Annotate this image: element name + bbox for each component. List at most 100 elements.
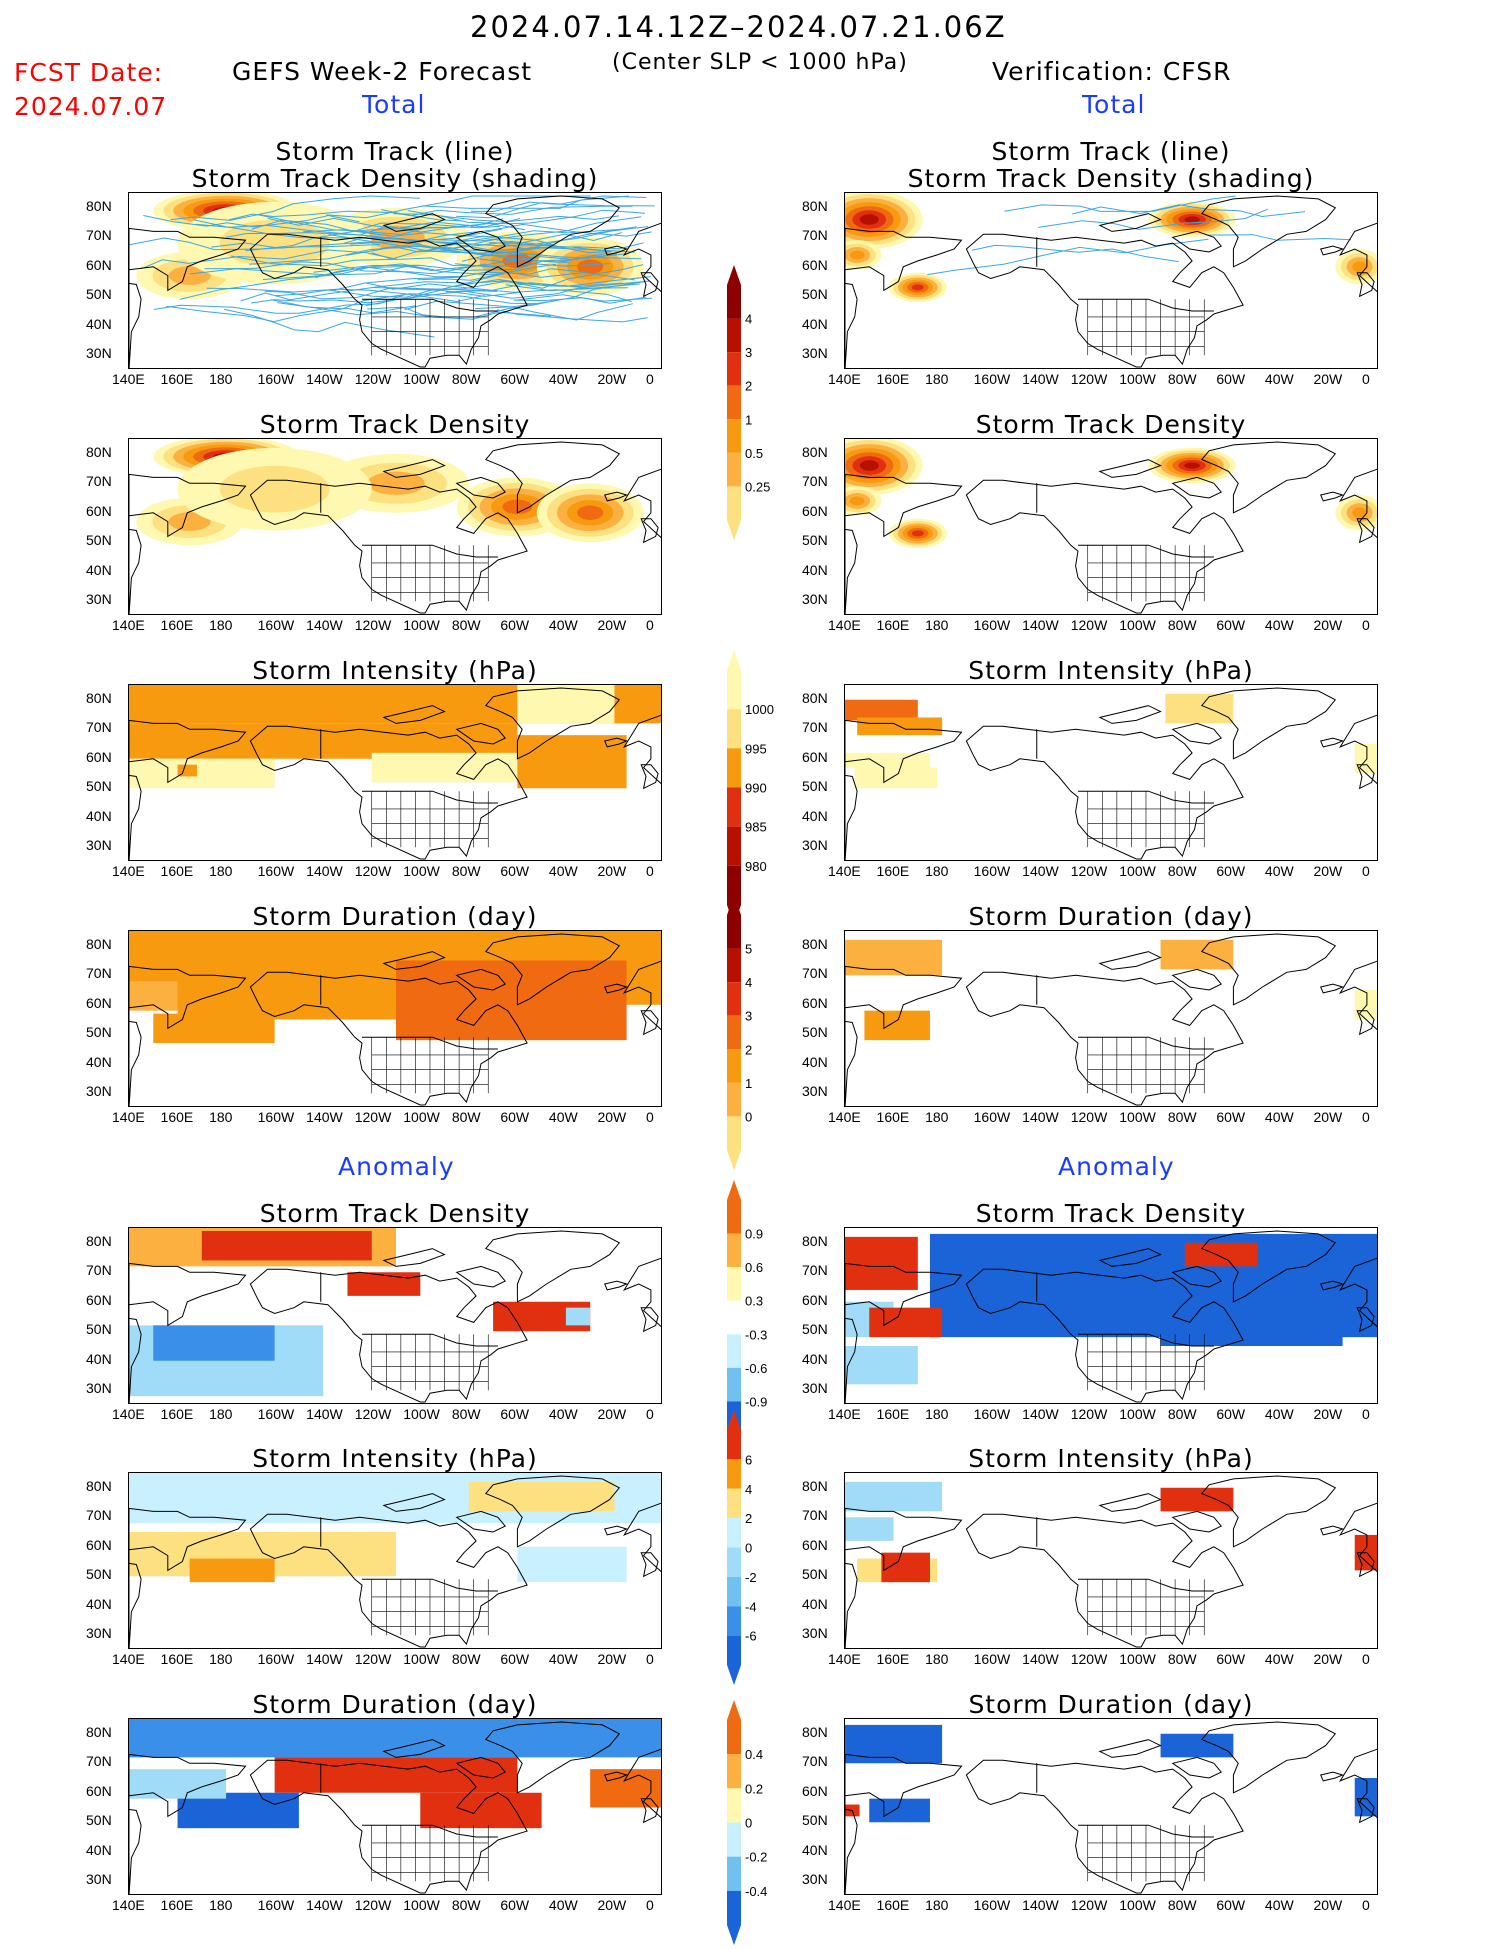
lon-label: 180 — [209, 1109, 233, 1125]
lon-label: 80W — [451, 1651, 481, 1667]
map-canvas — [845, 687, 1377, 860]
lon-label: 120W — [1070, 1406, 1108, 1422]
lon-label: 60W — [1216, 371, 1246, 387]
lat-label: 40N — [86, 807, 112, 824]
lat-label: 40N — [802, 1053, 828, 1070]
lat-label: 40N — [86, 315, 112, 332]
lon-label: 80W — [451, 1406, 481, 1422]
lon-label: 160W — [257, 863, 295, 879]
lon-label: 80W — [1167, 371, 1197, 387]
panel-title-density-cfsr: Storm Track Density — [975, 410, 1247, 439]
lon-label: 100W — [1119, 1109, 1156, 1125]
map-panel-duration-gefs — [128, 930, 662, 1107]
map-panel-dur_anom-cfsr — [844, 1718, 1378, 1895]
svg-text:980: 980 — [745, 859, 767, 874]
lon-label: 120W — [354, 1897, 392, 1913]
svg-text:2: 2 — [745, 1511, 752, 1526]
lon-label: 80W — [1167, 1651, 1197, 1667]
lon-label: 80W — [451, 371, 481, 387]
lat-label: 40N — [86, 561, 112, 578]
lat-label: 50N — [802, 1024, 828, 1041]
lon-label: 40W — [548, 1109, 578, 1125]
svg-text:0.9: 0.9 — [745, 1227, 763, 1242]
lat-label: 30N — [86, 1380, 112, 1397]
lon-label: 100W — [403, 1897, 440, 1913]
lon-label: 40W — [548, 1651, 578, 1667]
lon-label: 180 — [209, 617, 233, 633]
lon-label: 140W — [306, 617, 343, 633]
lon-label: 140E — [112, 371, 145, 387]
svg-text:-0.4: -0.4 — [745, 1884, 767, 1899]
lon-label: 100W — [403, 371, 440, 387]
lon-label: 40W — [1264, 1406, 1294, 1422]
lon-label: 140W — [1022, 1109, 1059, 1125]
lon-label: 0 — [1362, 371, 1370, 387]
svg-text:-0.3: -0.3 — [745, 1327, 767, 1342]
lat-label: 40N — [86, 1350, 112, 1367]
lon-label: 80W — [451, 617, 481, 633]
lon-label: 160E — [876, 1109, 910, 1125]
lon-label: 140W — [306, 371, 343, 387]
lat-label: 40N — [802, 561, 828, 578]
lat-label: 80N — [86, 1477, 112, 1494]
lat-label: 60N — [86, 1782, 112, 1799]
lon-label: 0 — [646, 1406, 654, 1422]
lon-label: 180 — [209, 1897, 233, 1913]
lon-label: 160E — [876, 371, 910, 387]
lon-label: 0 — [1362, 1109, 1370, 1125]
lon-label: 140W — [1022, 1406, 1059, 1422]
lat-label: 60N — [86, 1536, 112, 1553]
lon-label: 140W — [306, 863, 343, 879]
colorbar-intensity: 1000 995 990 985 980 — [725, 650, 815, 929]
lon-label: 160W — [257, 1897, 295, 1913]
right-total-label: Total — [1082, 90, 1146, 119]
lat-label: 80N — [86, 689, 112, 706]
lat-label: 70N — [86, 473, 112, 490]
svg-text:0.4: 0.4 — [745, 1747, 763, 1762]
lat-label: 70N — [86, 1507, 112, 1524]
map-canvas — [845, 933, 1377, 1106]
lon-label: 60W — [1216, 1109, 1246, 1125]
lon-label: 180 — [925, 1109, 949, 1125]
lat-label: 40N — [86, 1595, 112, 1612]
lon-label: 40W — [1264, 371, 1294, 387]
lon-label: 160W — [257, 1651, 295, 1667]
panel-title-intensity-cfsr: Storm Intensity (hPa) — [968, 656, 1254, 685]
lon-label: 40W — [548, 617, 578, 633]
lon-label: 20W — [597, 1897, 627, 1913]
lat-label: 40N — [86, 1053, 112, 1070]
lon-label: 160E — [160, 1406, 194, 1422]
lat-label: 60N — [802, 1536, 828, 1553]
lon-label: 0 — [646, 1651, 654, 1667]
lat-label: 80N — [802, 1723, 828, 1740]
lat-label: 30N — [802, 837, 828, 854]
svg-text:0.5: 0.5 — [745, 446, 763, 461]
lon-label: 80W — [1167, 863, 1197, 879]
svg-text:3: 3 — [745, 345, 752, 360]
lon-label: 180 — [925, 1406, 949, 1422]
lon-label: 0 — [646, 1109, 654, 1125]
svg-text:0: 0 — [745, 1541, 752, 1556]
svg-text:0.3: 0.3 — [745, 1294, 763, 1309]
colorbar-intensity-anom: 6 4 2 0 -2 -4 -6 — [725, 1410, 815, 1689]
lon-label: 60W — [500, 1109, 530, 1125]
map-canvas — [129, 685, 661, 860]
lon-label: 140E — [112, 1109, 145, 1125]
map-canvas — [845, 1475, 1377, 1648]
lon-label: 160E — [160, 617, 194, 633]
lon-label: 120W — [354, 617, 392, 633]
map-panel-dens_anom-gefs — [128, 1227, 662, 1404]
lon-label: 140W — [306, 1109, 343, 1125]
right-column-title: Verification: CFSR — [992, 57, 1232, 86]
lon-label: 160E — [160, 1109, 194, 1125]
lon-label: 20W — [1313, 863, 1343, 879]
lon-label: 160E — [160, 371, 194, 387]
lon-label: 40W — [548, 1897, 578, 1913]
lat-label: 60N — [802, 256, 828, 273]
panel-title-intensity-gefs: Storm Intensity (hPa) — [252, 656, 538, 685]
lon-label: 60W — [500, 1651, 530, 1667]
lon-label: 120W — [1070, 371, 1108, 387]
lon-label: 100W — [1119, 1406, 1156, 1422]
lat-label: 70N — [86, 227, 112, 244]
lon-label: 160E — [876, 863, 910, 879]
